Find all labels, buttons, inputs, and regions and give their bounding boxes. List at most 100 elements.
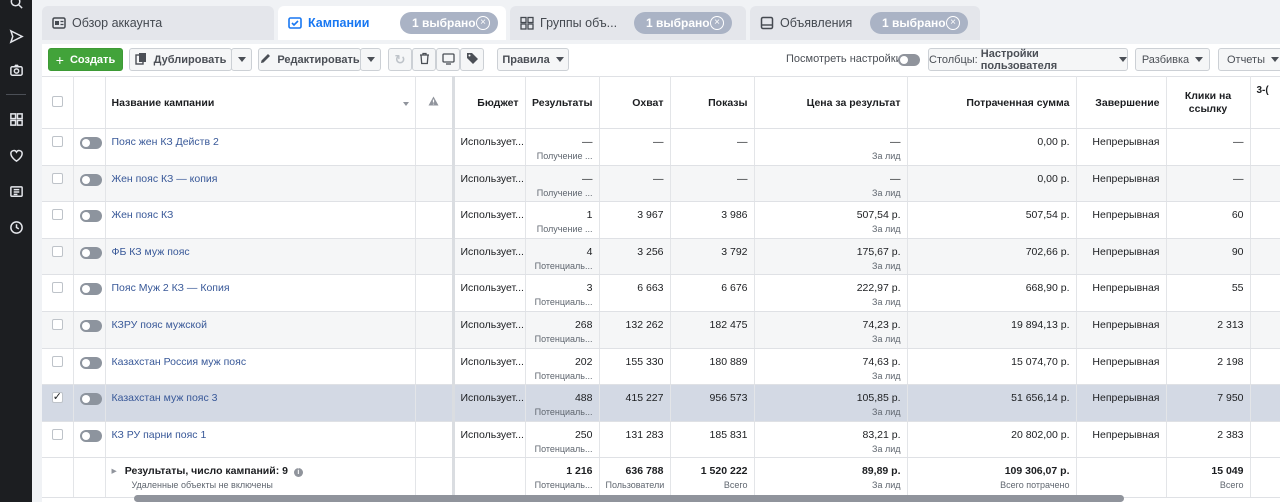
- campaign-name-link[interactable]: Жен пояс КЗ — копия: [105, 165, 416, 203]
- col-truncated[interactable]: 3-(: [1250, 76, 1280, 129]
- row-checkbox[interactable]: [51, 318, 63, 330]
- campaign-status-toggle[interactable]: [79, 210, 102, 223]
- truncated-cell: [1250, 128, 1280, 166]
- heart-icon[interactable]: [8, 147, 24, 163]
- results-value: 3: [586, 282, 593, 295]
- edit-button[interactable]: Редактировать: [258, 48, 361, 71]
- table-row[interactable]: Казахстан муж пояс 3 Использует... 488 Поте…: [42, 384, 1280, 422]
- breakdown-button[interactable]: Разбивка: [1135, 48, 1210, 71]
- edit-dropdown[interactable]: [360, 48, 381, 71]
- campaign-status-toggle[interactable]: [79, 356, 102, 369]
- results-cell: 202 Потенциаль...: [525, 348, 600, 386]
- clear-selection-icon[interactable]: ×: [476, 16, 490, 30]
- row-toggle-cell: [73, 165, 106, 203]
- row-checkbox[interactable]: [51, 428, 63, 440]
- col-delivery-warning[interactable]: [415, 76, 455, 129]
- budget-cell[interactable]: Использует...: [453, 274, 526, 312]
- budget-cell[interactable]: Использует...: [453, 421, 526, 459]
- table-row[interactable]: ФБ КЗ муж пояс Использует... 4 Потенциаль..…: [42, 238, 1280, 276]
- table-row[interactable]: Пояс Муж 2 КЗ — Копия Использует... 3 Потен…: [42, 274, 1280, 312]
- campaign-name-link[interactable]: ФБ КЗ муж пояс: [105, 238, 416, 276]
- campaign-status-toggle[interactable]: [79, 393, 102, 406]
- campaign-status-toggle[interactable]: [79, 319, 102, 332]
- search-icon[interactable]: [8, 0, 24, 10]
- apps-grid-icon[interactable]: [8, 111, 24, 127]
- duplicate-dropdown[interactable]: [231, 48, 252, 71]
- campaign-status-toggle[interactable]: [79, 429, 102, 442]
- tab-campaigns[interactable]: Кампании 1 выбрано ×: [278, 6, 506, 40]
- budget-cell[interactable]: Использует...: [453, 348, 526, 386]
- col-impressions[interactable]: Показы: [670, 76, 755, 129]
- campaign-status-toggle[interactable]: [79, 283, 102, 296]
- news-icon[interactable]: [8, 183, 24, 199]
- expand-chevron-icon[interactable]: ▸: [111, 465, 117, 478]
- view-settings-toggle[interactable]: [898, 54, 920, 66]
- budget-cell[interactable]: Использует...: [453, 311, 526, 349]
- reports-button[interactable]: Отчеты: [1218, 48, 1280, 71]
- duplicate-button[interactable]: Дублировать: [129, 48, 232, 71]
- col-budget[interactable]: Бюджет: [453, 76, 526, 129]
- table-row[interactable]: КЗРУ пояс мужской Использует... 268 Потенци…: [42, 311, 1280, 349]
- results-sub: Потенциаль...: [534, 407, 593, 418]
- tab-ads[interactable]: Объявления 1 выбрано ×: [750, 6, 980, 40]
- col-link-clicks[interactable]: Клики на ссылку: [1166, 76, 1251, 129]
- sort-chevron-icon[interactable]: [402, 101, 409, 106]
- budget-cell[interactable]: Использует...: [453, 384, 526, 422]
- campaign-name-link[interactable]: КЗ РУ парни пояс 1: [105, 421, 416, 459]
- clock-icon[interactable]: [8, 219, 24, 235]
- totals-spent-value: 109 306,07 р.: [1004, 465, 1070, 478]
- table-row[interactable]: КЗ РУ парни пояс 1 Использует... 250 Потенц…: [42, 421, 1280, 459]
- create-button[interactable]: + Создать: [48, 48, 123, 71]
- budget-cell[interactable]: Использует...: [453, 238, 526, 276]
- budget-cell[interactable]: Использует...: [453, 165, 526, 203]
- campaign-status-toggle[interactable]: [79, 246, 102, 259]
- campaign-status-toggle[interactable]: [79, 173, 102, 186]
- rules-button[interactable]: Правила: [497, 48, 569, 71]
- select-all-checkbox[interactable]: [51, 95, 63, 107]
- columns-button[interactable]: Столбцы: Настройки пользователя: [928, 48, 1128, 72]
- campaigns-icon: [288, 16, 302, 30]
- campaign-name-link[interactable]: Казахстан Россия муж пояс: [105, 348, 416, 386]
- col-reach[interactable]: Охват: [599, 76, 671, 129]
- campaign-name-link[interactable]: Жен пояс КЗ: [105, 201, 416, 239]
- info-icon[interactable]: i: [293, 468, 303, 478]
- table-row[interactable]: Пояс жен КЗ Действ 2 Использует... — Получе…: [42, 128, 1280, 166]
- delete-button[interactable]: [412, 48, 436, 71]
- campaign-name-link[interactable]: Казахстан муж пояс 3: [105, 384, 416, 422]
- budget-cell[interactable]: Использует...: [453, 201, 526, 239]
- row-checkbox[interactable]: [51, 209, 63, 221]
- col-cost-per-result[interactable]: Цена за результат: [754, 76, 908, 129]
- campaign-name-link[interactable]: Пояс Муж 2 КЗ — Копия: [105, 274, 416, 312]
- reach-cell: 3 256: [599, 238, 671, 276]
- campaign-status-toggle[interactable]: [79, 137, 102, 149]
- row-checkbox[interactable]: [51, 172, 63, 184]
- clicks-cell: 2 313: [1166, 311, 1251, 349]
- col-ends[interactable]: Завершение: [1076, 76, 1167, 129]
- campaign-name-link[interactable]: КЗРУ пояс мужской: [105, 311, 416, 349]
- clear-selection-icon[interactable]: ×: [710, 16, 724, 30]
- row-checkbox[interactable]: [51, 282, 63, 294]
- table-row[interactable]: Жен пояс КЗ Использует... 1 Получение ... 3 …: [42, 201, 1280, 239]
- tag-button[interactable]: [460, 48, 484, 71]
- row-checkbox[interactable]: [51, 390, 63, 404]
- row-checkbox[interactable]: [51, 136, 63, 147]
- preview-button[interactable]: [436, 48, 460, 71]
- col-results[interactable]: Результаты: [525, 76, 600, 129]
- row-checkbox[interactable]: [51, 355, 63, 367]
- col-amount-spent[interactable]: Потраченная сумма: [907, 76, 1077, 129]
- table-row[interactable]: Казахстан Россия муж пояс Использует... 20…: [42, 348, 1280, 386]
- table-row[interactable]: Жен пояс КЗ — копия Использует... — Получен…: [42, 165, 1280, 203]
- send-icon[interactable]: [8, 28, 24, 44]
- row-checkbox[interactable]: [51, 245, 63, 257]
- col-campaign-name[interactable]: Название кампании: [105, 76, 416, 129]
- clear-selection-icon[interactable]: ×: [946, 16, 960, 30]
- camera-icon[interactable]: [8, 62, 24, 78]
- budget-cell[interactable]: Использует...: [453, 128, 526, 166]
- undo-button[interactable]: ↻: [388, 48, 412, 71]
- campaign-name-link[interactable]: Пояс жен КЗ Действ 2: [105, 128, 416, 166]
- horizontal-scrollbar[interactable]: [134, 495, 1124, 502]
- chevron-down-icon: [1195, 57, 1204, 62]
- tab-account-overview[interactable]: Обзор аккаунта: [42, 6, 274, 40]
- tab-ad-sets[interactable]: Группы объ... 1 выбрано ×: [510, 6, 746, 40]
